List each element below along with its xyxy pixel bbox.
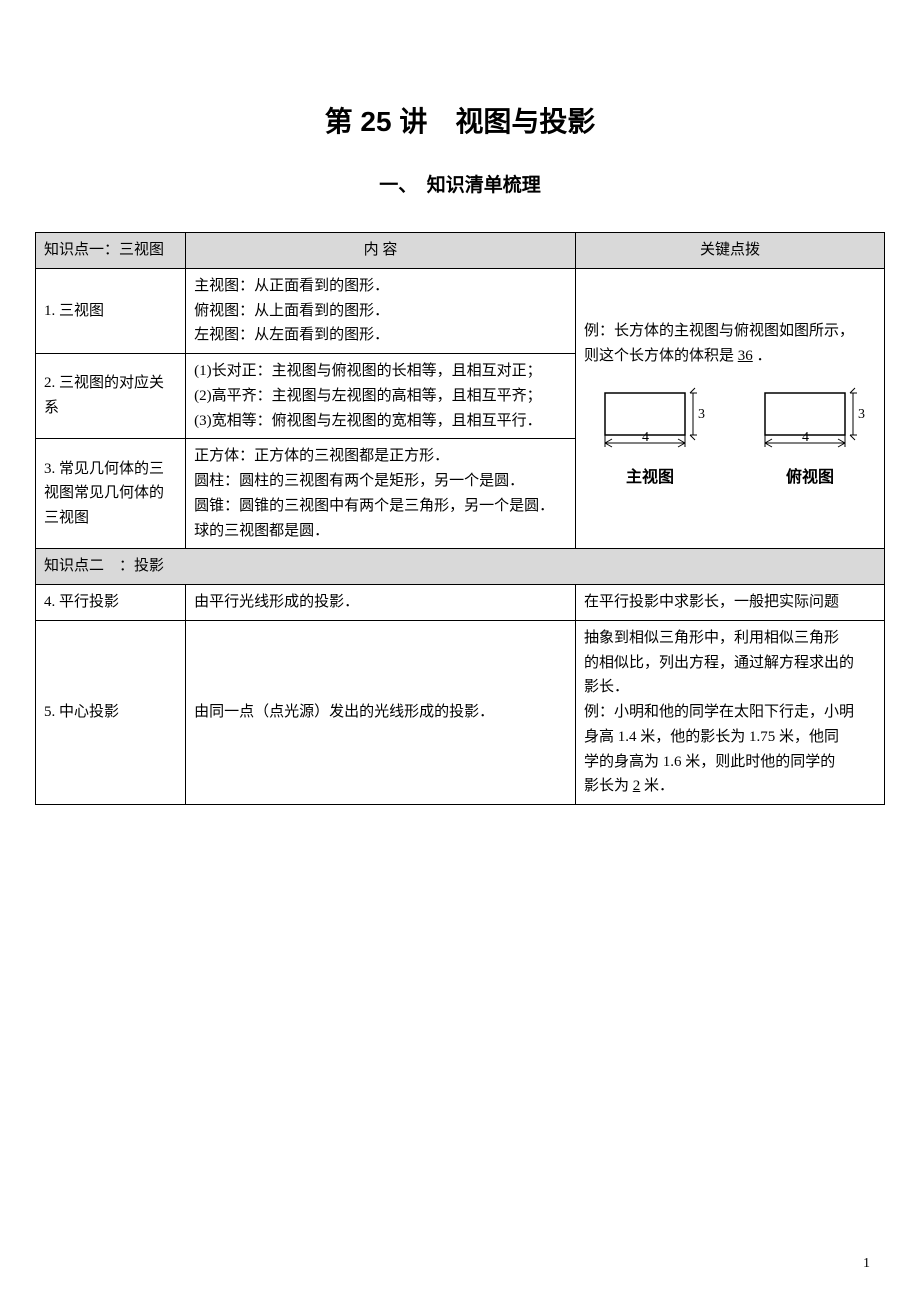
dim-w-top: 4 (802, 430, 809, 445)
top-view-svg: 3 4 (750, 383, 870, 453)
row4-col2: 由平行光线形成的投影． (186, 585, 576, 621)
example-answer: 36 (738, 348, 753, 364)
row3-col2: 正方体：正方体的三视图都是正方形． 圆柱：圆柱的三视图有两个是矩形，另一个是圆．… (186, 439, 576, 549)
r5c3-l6: 学的身高为 1.6 米，则此时他的同学的 (584, 754, 835, 770)
page-number: 1 (863, 1256, 870, 1272)
dim-w-main: 4 (642, 430, 649, 445)
knowledge-table: 知识点一：三视图 内 容 关键点拨 1. 三视图 主视图：从正面看到的图形． 俯… (35, 232, 885, 805)
r5c3-l1: 抽象到相似三角形中，利用相似三角形 (584, 630, 839, 646)
row2-col2: (1)长对正：主视图与俯视图的长相等，且相互对正； (2)高平齐：主视图与左视图… (186, 354, 576, 439)
example-line2-before: 则这个长方体的体积是 (584, 348, 738, 364)
example-line1: 例：长方体的主视图与俯视图如图所示， (584, 323, 854, 339)
top-view-label: 俯视图 (750, 465, 870, 491)
row1-col1: 1. 三视图 (36, 268, 186, 353)
section1-header-left: 知识点一：三视图 (36, 233, 186, 269)
section-subtitle: 一、 知识清单梳理 (35, 170, 885, 197)
row4-col3: 在平行投影中求影长，一般把实际问题 (575, 585, 884, 621)
section1-header-right: 关键点拨 (575, 233, 884, 269)
example-cell: 例：长方体的主视图与俯视图如图所示， 则这个长方体的体积是 36 ． 3 (575, 268, 884, 549)
section2-header: 知识点二 ：投影 (36, 549, 885, 585)
row5-col1: 5. 中心投影 (36, 620, 186, 804)
r5c3-l2: 的相似比，列出方程，通过解方程求出的 (584, 655, 854, 671)
row2-col1: 2. 三视图的对应关系 (36, 354, 186, 439)
row3-col1: 3. 常见几何体的三视图常见几何体的三视图 (36, 439, 186, 549)
lecture-title: 第 25 讲 视图与投影 (35, 100, 885, 140)
r5c3-l3: 影长． (584, 679, 629, 695)
row4-col1: 4. 平行投影 (36, 585, 186, 621)
main-view-svg: 3 4 (590, 383, 710, 453)
r5c3-last-after: 米． (640, 778, 674, 794)
example-line2-after: ． (753, 348, 772, 364)
dim-h-top: 3 (858, 407, 865, 422)
dim-h-main: 3 (698, 407, 705, 422)
row1-col2: 主视图：从正面看到的图形． 俯视图：从上面看到的图形． 左视图：从左面看到的图形… (186, 268, 576, 353)
main-view-label: 主视图 (590, 465, 710, 491)
row5-col3: 抽象到相似三角形中，利用相似三角形 的相似比，列出方程，通过解方程求出的 影长．… (575, 620, 884, 804)
r5c3-l5: 身高 1.4 米，他的影长为 1.75 米，他同 (584, 729, 839, 745)
diagram-row: 3 4 主视图 (590, 383, 870, 492)
section1-header-mid: 内 容 (186, 233, 576, 269)
r5c3-last-before: 影长为 (584, 778, 633, 794)
r5c3-l4: 例：小明和他的同学在太阳下行走，小明 (584, 704, 854, 720)
row5-col2: 由同一点（点光源）发出的光线形成的投影． (186, 620, 576, 804)
